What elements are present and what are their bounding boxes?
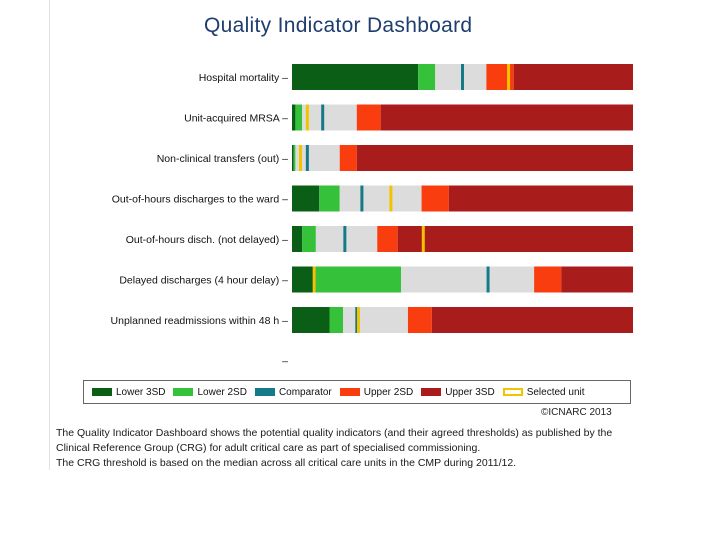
selected-unit-marker <box>389 185 393 212</box>
segment-neutral <box>435 64 487 90</box>
segment-lower3 <box>292 226 303 252</box>
segment-lower3 <box>292 145 294 171</box>
selected-unit-marker <box>507 64 511 90</box>
chart-title: Quality Indicator Dashboard <box>204 14 473 37</box>
segment-upper2 <box>534 266 562 293</box>
selected-unit-marker <box>305 104 309 131</box>
segment-lower3 <box>292 185 320 212</box>
legend-swatch-selected <box>502 388 523 396</box>
segment-upper2 <box>421 185 449 212</box>
segment-lower3 <box>292 64 419 90</box>
segment-neutral <box>295 145 340 171</box>
comparator-marker <box>305 145 309 171</box>
segment-upper3 <box>431 307 633 333</box>
comparator-marker <box>461 64 464 90</box>
footnote-line: The CRG threshold is based on the median… <box>56 457 517 469</box>
segment-lower2 <box>293 145 296 171</box>
segment-upper2 <box>377 226 398 252</box>
legend-swatch-lower2 <box>173 388 194 396</box>
comparator-marker <box>343 226 347 252</box>
segment-lower2 <box>329 307 344 333</box>
segment-lower3 <box>292 104 296 131</box>
row-label: Non-clinical transfers (out) – <box>157 153 288 165</box>
segment-lower2 <box>315 266 402 293</box>
legend-label-upper3: Upper 3SD <box>445 386 495 398</box>
comparator-marker <box>321 104 325 131</box>
segment-upper3 <box>356 145 633 171</box>
legend-swatch-upper3 <box>421 388 442 396</box>
segment-upper3 <box>397 226 633 252</box>
legend-label-comparator: Comparator <box>278 386 332 398</box>
legend-swatch-lower3 <box>92 388 112 396</box>
legend-swatch-comparator <box>254 388 275 396</box>
segment-lower2 <box>418 64 436 90</box>
segment-upper3 <box>561 266 633 293</box>
selected-unit-marker <box>299 145 303 171</box>
segment-lower2 <box>319 185 340 212</box>
row-label: Delayed discharges (4 hour delay) – <box>119 275 288 287</box>
segment-lower2 <box>302 226 316 252</box>
legend-item-upper2: Upper 2SD <box>332 381 413 403</box>
comparator-marker <box>486 266 490 293</box>
page-left-rule <box>49 0 50 470</box>
legend-item-selected: Selected unit <box>495 381 585 403</box>
legend-label-selected: Selected unit <box>526 386 585 398</box>
row-label: Unplanned readmissions within 48 h – <box>111 315 289 327</box>
dashboard-chart: Hospital mortality – Unit-acquired MRSA –… <box>111 64 633 368</box>
selected-unit-marker <box>356 307 360 333</box>
legend-item-comparator: Comparator <box>247 381 332 403</box>
chart-legend: Lower 3SD Lower 2SD Comparator Upper 2SD… <box>83 380 631 404</box>
legend-swatch-upper2 <box>339 388 360 396</box>
segment-upper3 <box>513 64 633 90</box>
segment-upper3 <box>448 185 633 212</box>
legend-item-lower3: Lower 3SD <box>84 381 165 403</box>
segment-lower2 <box>295 104 303 131</box>
segment-upper2 <box>356 104 381 131</box>
selected-unit-marker <box>421 226 425 252</box>
row-label: Unit-acquired MRSA – <box>184 113 288 125</box>
legend-label-lower3: Lower 3SD <box>116 386 166 398</box>
segment-upper3 <box>380 104 633 131</box>
legend-item-lower2: Lower 2SD <box>165 381 247 403</box>
row-label: Out-of-hours discharges to the ward – <box>112 194 288 206</box>
legend-item-upper3: Upper 3SD <box>413 381 495 403</box>
footnote-line: The Quality Indicator Dashboard shows th… <box>56 427 613 439</box>
row-label: Hospital mortality – <box>199 72 288 84</box>
footnote: The Quality Indicator Dashboard shows th… <box>56 426 646 471</box>
comparator-marker <box>355 307 359 333</box>
segment-upper2 <box>407 307 432 333</box>
segment-neutral <box>315 226 378 252</box>
segment-upper2 <box>339 145 357 171</box>
comparator-marker <box>360 185 364 212</box>
selected-unit-marker <box>312 266 316 293</box>
legend-label-lower2: Lower 2SD <box>197 386 247 398</box>
row-label: Out-of-hours disch. (not delayed) – <box>126 234 288 246</box>
segment-lower3 <box>292 266 316 293</box>
segment-neutral <box>401 266 535 293</box>
copyright-text: ©ICNARC 2013 <box>541 407 612 418</box>
row-label: – <box>282 356 288 368</box>
segment-neutral <box>302 104 357 131</box>
legend-label-upper2: Upper 2SD <box>363 386 414 398</box>
footnote-line: Clinical Reference Group (CRG) for adult… <box>56 442 481 454</box>
segment-lower3 <box>292 307 330 333</box>
segment-neutral <box>339 185 422 212</box>
segment-neutral <box>343 307 408 333</box>
